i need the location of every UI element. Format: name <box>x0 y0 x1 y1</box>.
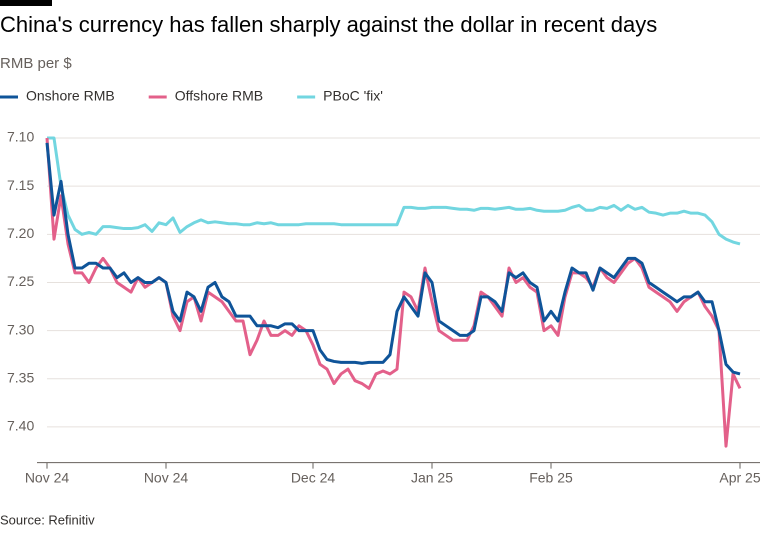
y-tick-label: 7.30 <box>7 321 34 337</box>
brand-bar <box>0 0 52 6</box>
legend-label: Offshore RMB <box>175 88 263 104</box>
y-tick-label: 7.25 <box>7 273 34 289</box>
x-tick-label: Dec 24 <box>291 469 336 485</box>
chart-title: China's currency has fallen sharply agai… <box>0 12 657 37</box>
legend-label: PBoC 'fix' <box>323 88 383 104</box>
source: Source: Refinitiv <box>0 512 95 527</box>
y-tick-label: 7.20 <box>7 225 34 241</box>
y-tick-label: 7.40 <box>7 418 34 434</box>
series-line <box>47 136 741 246</box>
legend-label: Onshore RMB <box>26 88 115 104</box>
chart-subtitle: RMB per $ <box>0 55 72 72</box>
x-tick-label: Jan 25 <box>411 469 453 485</box>
x-tick-label: Feb 25 <box>529 469 573 485</box>
series-line <box>45 137 742 448</box>
y-tick-label: 7.10 <box>7 129 34 145</box>
x-tick-label: Nov 24 <box>144 469 189 485</box>
x-tick-label: Nov 24 <box>25 469 70 485</box>
x-tick-label: Apr 25 <box>719 469 760 485</box>
y-tick-label: 7.35 <box>7 369 34 385</box>
y-tick-label: 7.15 <box>7 177 34 193</box>
series-line <box>45 142 741 376</box>
